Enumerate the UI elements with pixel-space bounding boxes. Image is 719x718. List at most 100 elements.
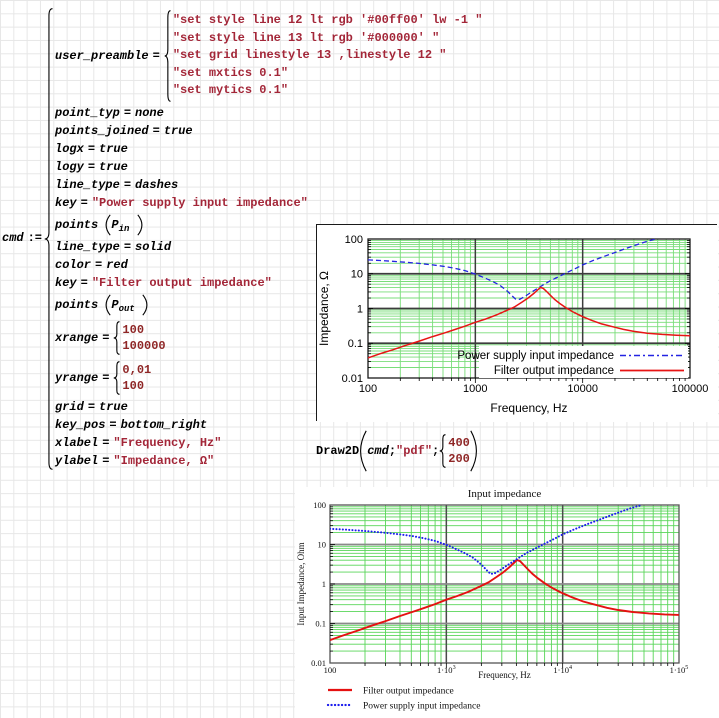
y-axis-label: Input Impedance, Ohm [296, 542, 306, 625]
impedance-preview-chart: 100 1000 10000 100000 100 10 1 0.1 0.01 Frequency… [317, 225, 718, 422]
id-token: P [111, 298, 119, 312]
code-line-logy[interactable]: logy = true [55, 158, 482, 176]
x-tick-label: 10000 [567, 383, 598, 395]
y-tick-label: 10 [318, 540, 327, 550]
id-token: grid [55, 400, 84, 414]
id-token: key [55, 196, 77, 210]
kw-token: true [99, 160, 128, 174]
series-path-1 [330, 504, 643, 575]
draw2d-function-name: Draw2D [316, 444, 360, 458]
op-token: = [102, 371, 110, 385]
separator: ; [388, 444, 397, 458]
id-token: yrange [55, 371, 99, 385]
id-token: color [55, 258, 92, 272]
id-token: P [111, 218, 119, 232]
fn-token: points [55, 218, 99, 232]
id-token: line_type [55, 240, 120, 254]
legend-label: Power supply input impedance [363, 702, 480, 712]
chart-bg [295, 487, 719, 718]
kw-token: true [99, 400, 128, 414]
x-axis-label: Frequency, Hz [478, 670, 530, 680]
kw-token: solid [135, 240, 172, 254]
-token [98, 218, 105, 232]
id-token: key_pos [55, 418, 106, 432]
draw2d-height: 200 [448, 452, 470, 466]
code-line-xlabel[interactable]: xlabel = "Frequency, Hz" [55, 434, 482, 452]
value-item: "set mxtics 0.1" [172, 65, 289, 80]
code-line-points_joined[interactable]: points_joined = true [55, 122, 482, 140]
x-tick-label: 1·104 [553, 665, 572, 675]
x-tick-label: 1000 [463, 383, 487, 395]
id-token: logy [55, 160, 84, 174]
x-tick-label: 1·105 [670, 665, 689, 675]
op-token: = [123, 178, 132, 192]
y-tick-label: 1 [357, 303, 363, 315]
code-line-line_type[interactable]: line_type = solid [55, 238, 482, 256]
op-token: = [80, 276, 88, 290]
code-line-logx[interactable]: logx = true [55, 140, 482, 158]
id-token: ylabel [55, 454, 99, 468]
value-item: 100 [122, 379, 145, 393]
op-token: = [109, 418, 117, 432]
code-line-ylabel[interactable]: ylabel = "Impedance, Ω" [55, 452, 482, 470]
series-path-0 [368, 238, 656, 301]
legend-label: Filter output impedance [363, 687, 454, 697]
cmd-assignment-label[interactable]: cmd := [2, 231, 46, 245]
code-line-yrange[interactable]: yrange = 0,01 100 [55, 358, 482, 398]
cmd-system-brace [44, 8, 53, 470]
x-tick-label: 1·103 [437, 665, 456, 675]
grid [330, 505, 679, 663]
code-line-xrange[interactable]: xrange = 100 100000 [55, 318, 482, 358]
draw2d-call-region[interactable]: Draw2D cmd ; "pdf" ; 400 200 [316, 429, 478, 473]
code-line-point_typ[interactable]: point_typ = none [55, 104, 482, 122]
fn-token: points [55, 298, 99, 312]
op-token: = [152, 49, 160, 63]
id-token: xlabel [55, 436, 99, 450]
op-token: = [87, 142, 96, 156]
size-vector-brace [439, 434, 446, 468]
y-tick-label: 0.1 [315, 619, 326, 629]
close-paren [470, 430, 478, 472]
str-token: "Filter output impedance" [91, 276, 272, 290]
assign-operator: := [27, 231, 43, 245]
y-tick-label: 100 [345, 234, 363, 246]
op-token: = [123, 106, 132, 120]
id-token: xrange [55, 331, 99, 345]
open-paren [359, 430, 367, 472]
legend-box [479, 346, 688, 378]
code-line-key[interactable]: key = "Power supply input impedance" [55, 194, 482, 212]
code-line-user_preamble[interactable]: user_preamble = "set style line 12 lt rgb … [55, 8, 482, 104]
sub-token: in [118, 224, 130, 234]
plot-pdf-output-region[interactable]: 100 1·103 1·104 1·105 100 10 1 0.1 0.01 Frequency… [295, 487, 719, 718]
draw2d-width: 400 [448, 436, 470, 450]
plot-preview-region[interactable]: 100 1000 10000 100000 100 10 1 0.1 0.01 Frequency… [316, 224, 718, 422]
code-line-color[interactable]: color = red [55, 256, 482, 274]
y-axis-label: Impedance, Ω [317, 271, 331, 346]
chart-bg [317, 225, 718, 422]
op-token: = [102, 436, 110, 450]
code-line-key_pos[interactable]: key_pos = bottom_right [55, 416, 482, 434]
cmd-variable-name: cmd [2, 231, 24, 245]
x-tick-label: 100 [359, 383, 377, 395]
draw2d-arg-format: "pdf" [396, 444, 433, 458]
id-token: point_typ [55, 106, 120, 120]
cmd-definition-region[interactable]: user_preamble = "set style line 12 lt rgb … [55, 8, 482, 470]
kw-token: true [99, 142, 128, 156]
kw-token: red [106, 258, 128, 272]
op-token: = [87, 160, 96, 174]
op-token: = [102, 454, 110, 468]
code-line-key[interactable]: key = "Filter output impedance" [55, 274, 482, 292]
id-token: line_type [55, 178, 120, 192]
str-token: "Impedance, Ω" [113, 454, 215, 468]
value-item: "set style line 13 lt rgb '#000000' " [172, 30, 440, 45]
code-line-line_type[interactable]: line_type = dashes [55, 176, 482, 194]
axis-ticks [368, 240, 690, 383]
code-line-grid[interactable]: grid = true [55, 398, 482, 416]
separator: ; [432, 444, 440, 458]
value-item: "set mytics 0.1" [172, 83, 289, 98]
y-tick-label: 10 [351, 269, 363, 281]
op-token: = [152, 124, 160, 138]
